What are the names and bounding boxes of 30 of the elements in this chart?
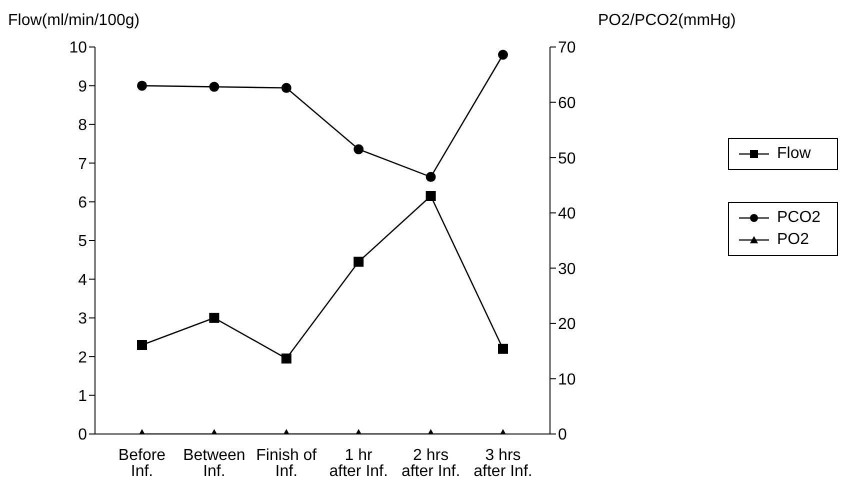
legend-label: PO2 xyxy=(777,231,810,249)
legend-label: PCO2 xyxy=(777,209,821,227)
y-tick-label: 0 xyxy=(78,426,88,444)
x-tick-label: Between Inf. xyxy=(183,447,246,480)
y2-tick-label: 20 xyxy=(558,316,576,334)
y-tick-label: 10 xyxy=(69,40,88,57)
legend-label: Flow xyxy=(777,145,811,163)
y-axis-title: Flow(ml/min/100g) xyxy=(8,12,140,30)
y-tick-label: 5 xyxy=(78,233,88,250)
x-tick-label: 2 hrs after Inf. xyxy=(401,447,460,480)
x-tick-label: Before Inf. xyxy=(118,447,166,480)
x-tick-label: 1 hr after Inf. xyxy=(329,447,388,480)
y-tick-label: 8 xyxy=(78,117,88,134)
x-tick-label: 3 hrs after Inf. xyxy=(474,447,532,480)
y-tick-label: 4 xyxy=(78,272,88,289)
y-tick-label: 9 xyxy=(78,78,88,96)
y-tick-label: 1 xyxy=(78,388,88,405)
y2-tick-label: 70 xyxy=(558,40,576,57)
y-tick-label: 6 xyxy=(78,194,88,212)
y2-tick-label: 50 xyxy=(558,150,576,168)
y-tick-label: 3 xyxy=(78,310,88,328)
y-tick-label: 7 xyxy=(78,156,88,173)
y2-tick-label: 60 xyxy=(558,94,576,112)
x-tick-label: Finish of Inf. xyxy=(256,447,318,480)
y2-axis-title: PO2/PCO2(mmHg) xyxy=(598,12,736,30)
y2-tick-label: 40 xyxy=(558,206,576,223)
y2-tick-label: 30 xyxy=(558,260,576,278)
y2-tick-label: 10 xyxy=(558,371,576,388)
y2-tick-label: 0 xyxy=(558,426,567,444)
y-tick-label: 2 xyxy=(78,349,88,366)
